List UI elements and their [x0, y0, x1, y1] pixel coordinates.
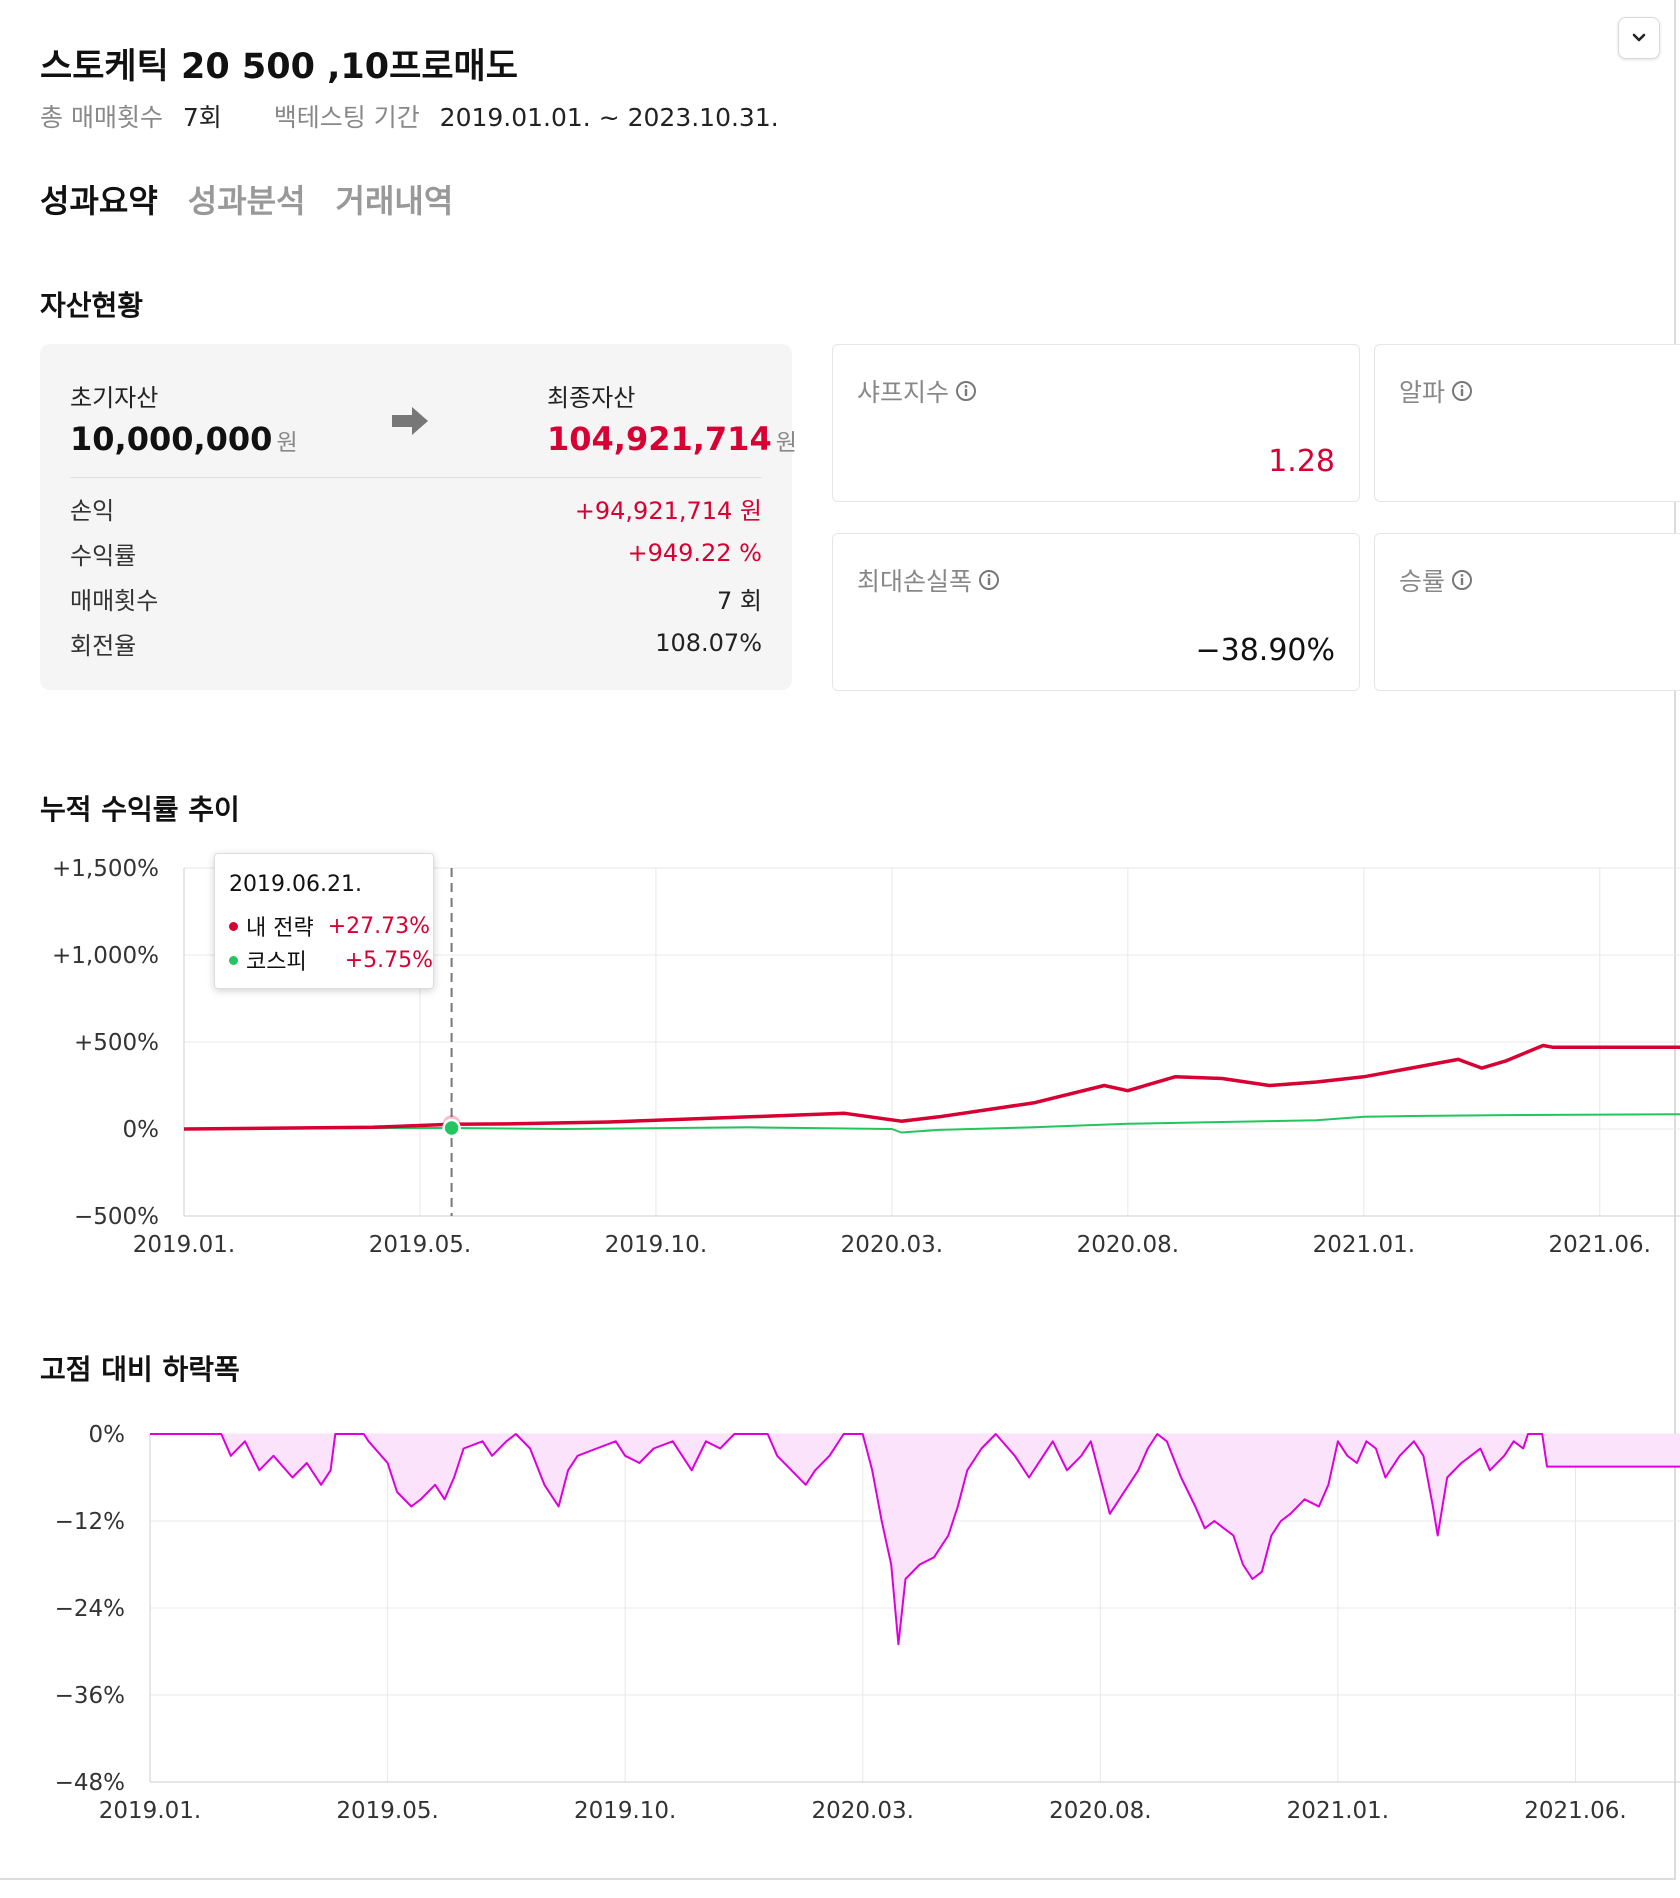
- y-tick-label: 0%: [123, 1117, 160, 1143]
- sharpe-card: 샤프지수 1.28: [832, 344, 1360, 502]
- sharpe-label-group: 샤프지수: [857, 373, 977, 409]
- x-tick-label: 2020.03.: [812, 1798, 914, 1824]
- profit-value: +94,921,714 원: [574, 496, 762, 525]
- divider: [70, 477, 762, 478]
- tab-analysis[interactable]: 성과분석: [187, 182, 306, 220]
- tooltip-kospi-name: 코스피: [246, 950, 307, 975]
- initial-asset-amount: 10,000,000: [70, 420, 273, 458]
- tooltip-strategy-row: 내 전략 +27.73%: [229, 910, 430, 942]
- cumulative-section-title: 누적 수익률 추이: [40, 793, 240, 826]
- info-icon[interactable]: [1451, 380, 1473, 402]
- trade-count-label: 매매횟수: [70, 586, 159, 615]
- asset-section-title: 자산현황: [40, 289, 144, 322]
- kospi-legend-dot: [229, 955, 238, 965]
- alpha-label: 알파: [1399, 378, 1446, 407]
- mdd-label-group: 최대손실폭: [857, 562, 1000, 598]
- y-tick-label: +1,000%: [52, 943, 159, 969]
- info-icon[interactable]: [1451, 569, 1473, 591]
- alpha-card: 알파: [1374, 344, 1680, 502]
- x-tick-label: 2019.01.: [99, 1798, 201, 1824]
- final-asset-amount: 104,921,714: [547, 420, 772, 458]
- info-icon[interactable]: [978, 569, 1000, 591]
- tab-bar: 성과요약 성과분석 거래내역: [40, 176, 453, 222]
- trade-count-value: 7 회: [717, 586, 762, 615]
- winrate-label-group: 승률: [1399, 562, 1473, 598]
- tooltip-kospi-value: +5.75%: [344, 947, 434, 973]
- y-tick-label: −500%: [74, 1204, 159, 1230]
- y-tick-label: +500%: [74, 1030, 159, 1056]
- x-tick-label: 2020.08.: [1049, 1798, 1151, 1824]
- kospi-series-line: [183, 1113, 1680, 1134]
- period-value: 2019.01.01. ~ 2023.10.31.: [439, 103, 779, 132]
- final-asset-unit: 원: [775, 430, 797, 456]
- x-tick-label: 2021.01.: [1313, 1232, 1415, 1258]
- chart-tooltip: 2019.06.21. 내 전략 +27.73% 코스피 +5.75%: [214, 853, 434, 989]
- x-tick-label: 2021.01.: [1287, 1798, 1389, 1824]
- turnover-label: 회전율: [70, 631, 137, 660]
- sharpe-value: 1.28: [1268, 444, 1335, 479]
- final-asset-label: 최종자산: [547, 384, 636, 412]
- x-tick-label: 2019.05.: [336, 1798, 438, 1824]
- tooltip-kospi-row: 코스피 +5.75%: [229, 944, 433, 976]
- tooltip-date: 2019.06.21.: [229, 872, 362, 897]
- collapse-button[interactable]: [1618, 17, 1660, 59]
- y-tick-label: −12%: [55, 1509, 125, 1535]
- drawdown-chart[interactable]: 0% −12% −24% −36% −48%2019.01. 2019.05. 2019.1…: [0, 1410, 1680, 1830]
- tab-transactions[interactable]: 거래내역: [335, 182, 454, 220]
- drawdown-section-title: 고점 대비 하락폭: [40, 1353, 240, 1386]
- trade-count-row: 매매횟수 7 회: [70, 578, 762, 618]
- x-tick-label: 2020.03.: [841, 1232, 943, 1258]
- total-trades-value: 7회: [182, 103, 222, 132]
- mdd-card: 최대손실폭 −38.90%: [832, 533, 1360, 691]
- arrow-right-icon: [392, 407, 428, 435]
- y-tick-label: −36%: [55, 1683, 125, 1709]
- x-tick-label: 2020.08.: [1077, 1232, 1179, 1258]
- return-label: 수익률: [70, 541, 137, 570]
- backtest-meta: 총 매매횟수 7회 백테스팅 기간 2019.01.01. ~ 2023.10.…: [40, 98, 779, 134]
- initial-asset-label: 초기자산: [70, 384, 159, 412]
- initial-asset-value: 10,000,000 원: [70, 420, 298, 458]
- winrate-card: 승률: [1374, 533, 1680, 691]
- profit-label: 손익: [70, 496, 115, 525]
- x-tick-label: 2021.06.: [1524, 1798, 1626, 1824]
- tab-summary[interactable]: 성과요약: [40, 182, 158, 220]
- period-label: 백테스팅 기간: [273, 103, 420, 132]
- x-tick-label: 2019.01.: [133, 1232, 235, 1258]
- tooltip-strategy-name: 내 전략: [246, 916, 314, 941]
- turnover-value: 108.07%: [655, 629, 762, 657]
- turnover-row: 회전율 108.07%: [70, 623, 762, 663]
- alpha-label-group: 알파: [1399, 373, 1473, 409]
- x-tick-label: 2019.05.: [369, 1232, 471, 1258]
- return-value: +949.22 %: [627, 539, 762, 567]
- tooltip-strategy-value: +27.73%: [327, 913, 431, 939]
- chevron-down-icon: [1632, 33, 1646, 42]
- strategy-series-line: [183, 1043, 1680, 1131]
- mdd-label: 최대손실폭: [857, 567, 973, 596]
- strategy-title: 스토케틱 20 500 ,10프로매도: [40, 47, 518, 87]
- total-trades-label: 총 매매횟수: [40, 103, 163, 132]
- y-tick-label: 0%: [89, 1422, 126, 1448]
- winrate-label: 승률: [1399, 567, 1446, 596]
- x-tick-label: 2021.06.: [1549, 1232, 1651, 1258]
- kospi-hover-point: [442, 1118, 461, 1138]
- y-tick-label: +1,500%: [52, 856, 159, 882]
- final-asset-value: 104,921,714 원: [547, 420, 797, 458]
- x-tick-label: 2019.10.: [605, 1232, 707, 1258]
- y-tick-label: −48%: [55, 1770, 125, 1796]
- drawdown-series-line: [150, 1433, 1680, 1646]
- sharpe-label: 샤프지수: [857, 378, 950, 407]
- return-row: 수익률 +949.22 %: [70, 533, 762, 573]
- drawdown-area: [150, 1434, 1680, 1645]
- y-tick-label: −24%: [55, 1596, 125, 1622]
- initial-asset-unit: 원: [276, 430, 298, 456]
- mdd-value: −38.90%: [1195, 633, 1335, 668]
- asset-summary-box: 초기자산 10,000,000 원 최종자산 104,921,714 원 손익 +9…: [40, 344, 797, 690]
- strategy-legend-dot: [229, 921, 238, 931]
- x-tick-label: 2019.10.: [574, 1798, 676, 1824]
- info-icon[interactable]: [955, 380, 977, 402]
- profit-row: 손익 +94,921,714 원: [70, 488, 762, 528]
